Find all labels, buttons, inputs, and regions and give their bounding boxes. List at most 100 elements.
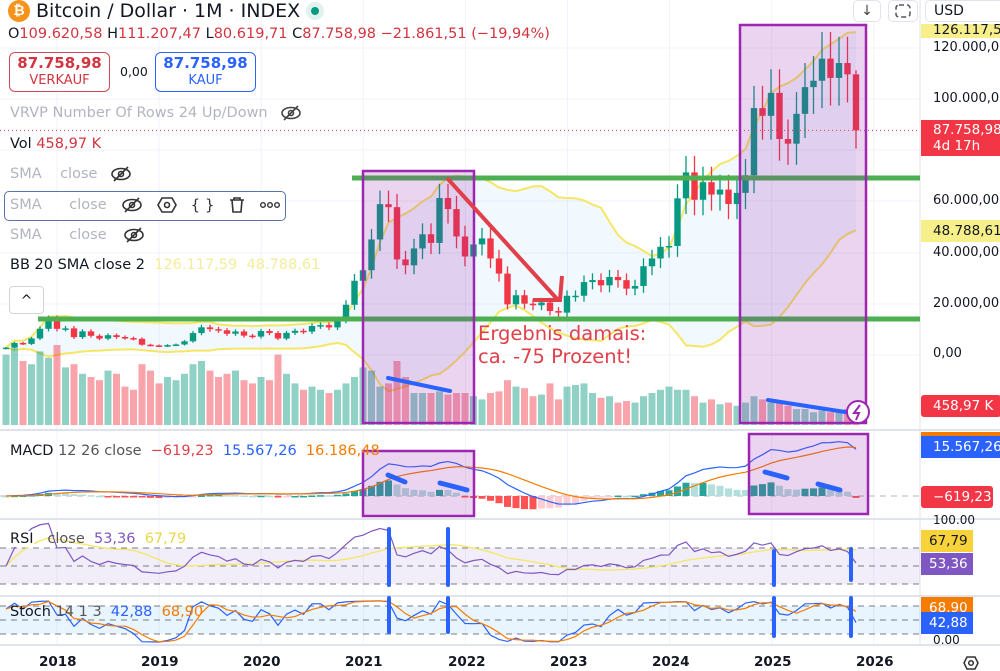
macd-box-2021[interactable]	[361, 449, 476, 518]
hidden-eye-icon[interactable]	[110, 166, 132, 182]
macd-histogram-bar	[453, 492, 460, 496]
candle-body	[487, 238, 494, 259]
candle-body	[189, 333, 197, 342]
volume-bar	[580, 383, 588, 425]
macd-histogram-bar	[189, 496, 197, 498]
last-price-tag: 87.758,98 4d 17h	[921, 120, 1000, 156]
macd-divergence-4[interactable]	[815, 481, 843, 493]
volume-bar	[444, 394, 452, 425]
volume-bar	[249, 383, 256, 425]
candle-body	[614, 276, 622, 281]
macd-divergence-1[interactable]	[385, 472, 408, 485]
stoch-k-tag: 42,88	[921, 612, 973, 634]
volume-divergence-2021[interactable]	[386, 376, 452, 393]
sma-legend-3[interactable]: SMA close	[10, 227, 145, 243]
candle-body	[750, 108, 758, 176]
volume-bar	[325, 393, 333, 425]
macd-histogram-bar	[691, 483, 698, 496]
macd-legend[interactable]: MACD 12 26 close −619,23 15.567,26 16.18…	[10, 443, 380, 459]
volume-bar	[546, 383, 554, 425]
macd-line-tag: 15.567,26	[921, 436, 1000, 458]
stoch-bottom-tick: 0,00	[933, 634, 960, 644]
price-tick: 100.000,00	[933, 91, 1000, 106]
candle-body	[529, 303, 537, 306]
macd-divergence-2[interactable]	[437, 480, 470, 493]
hidden-eye-icon[interactable]	[280, 105, 302, 121]
scroll-down-button[interactable]: ↓	[853, 0, 881, 22]
volume-bar	[28, 364, 35, 425]
symbol-header[interactable]: ₿ Bitcoin / Dollar · 1M · INDEX	[8, 0, 325, 22]
volume-legend[interactable]: Vol 458,97 K	[10, 136, 102, 152]
candle-body	[521, 295, 528, 304]
candle-body	[810, 80, 817, 88]
macd-histogram-bar	[427, 491, 435, 496]
alert-icon[interactable]	[846, 400, 870, 424]
delete-icon[interactable]	[229, 196, 245, 214]
macd-histogram-bar	[130, 496, 137, 498]
volume-divergence-2025[interactable]	[766, 398, 847, 414]
sell-button[interactable]: 87.758,98 VERKAUF	[9, 52, 110, 92]
volume-bar	[291, 383, 299, 425]
macd-histogram-bar	[631, 495, 639, 498]
macd-pane	[0, 441, 920, 510]
candle-body	[283, 332, 290, 339]
volume-bar	[742, 402, 749, 425]
volume-bar	[606, 396, 613, 425]
candle-body	[699, 182, 707, 200]
volume-bar	[784, 405, 792, 425]
volume-bar	[181, 373, 188, 425]
volume-bar	[283, 373, 290, 425]
buy-button[interactable]: 87.758,98 KAUF	[155, 52, 256, 92]
hidden-eye-icon[interactable]	[123, 227, 145, 243]
volume-bar	[62, 367, 69, 425]
sma-legend-1[interactable]: SMA close	[10, 166, 132, 182]
decline-arrow-head[interactable]	[533, 275, 564, 302]
candle-body	[147, 344, 154, 347]
volume-bar	[257, 377, 265, 425]
volume-bar	[121, 386, 129, 425]
volume-bar	[410, 393, 418, 425]
price-change: −21.861,51 (−19,94%)	[380, 26, 550, 42]
sma-legend-2-selected[interactable]	[4, 191, 286, 221]
source-code-icon[interactable]: { }	[190, 196, 215, 214]
macd-histogram-bar	[62, 493, 69, 496]
highlight-box-2025[interactable]	[738, 23, 868, 425]
volume-bar	[172, 380, 180, 425]
hidden-eye-icon[interactable]	[121, 197, 143, 213]
candle-body	[682, 172, 690, 199]
drawings[interactable]	[38, 23, 920, 638]
macd-histogram-bar	[512, 496, 520, 509]
candle-body	[155, 345, 163, 347]
candle-body	[79, 331, 86, 338]
volume-bar	[351, 377, 358, 425]
arrow-down-icon: ↓	[861, 3, 873, 19]
chart-settings-icon[interactable]	[962, 654, 980, 670]
macd-histogram-bar	[198, 495, 205, 497]
volume-bar	[487, 393, 494, 425]
stoch-legend[interactable]: Stoch 14 1 3 42,88 68,90	[10, 604, 204, 620]
volume-bar	[240, 380, 248, 425]
candle-body	[28, 338, 35, 344]
volume-bar	[538, 394, 545, 425]
year-label: 2022	[448, 654, 486, 670]
fullscreen-button[interactable]	[888, 0, 918, 22]
macd-histogram-bar	[657, 491, 664, 496]
highlight-box-2021[interactable]	[361, 169, 476, 425]
more-icon[interactable]	[259, 201, 281, 209]
currency-selector[interactable]: USD	[925, 0, 1000, 22]
vrvp-legend[interactable]: VRVP Number Of Rows 24 Up/Down	[10, 105, 302, 121]
rsi-legend[interactable]: RSI close 53,36 67,79	[10, 531, 187, 547]
candle-body	[512, 295, 520, 305]
settings-icon[interactable]	[156, 196, 177, 214]
macd-histogram-bar	[478, 496, 486, 499]
bb-legend[interactable]: BB 20 SMA close 2 126.117,59 48.788,61	[10, 257, 321, 273]
macd-divergence-3[interactable]	[762, 469, 790, 481]
candle-body	[385, 204, 392, 208]
collapse-legend-button[interactable]: ^	[9, 286, 44, 314]
sma-legend-2[interactable]: SMA close { }	[10, 196, 281, 214]
decline-arrow[interactable]	[445, 176, 560, 302]
annotation-text[interactable]: Ergebnis damais: ca. -75 Prozent!	[478, 322, 647, 368]
volume-bar	[189, 364, 197, 425]
year-label: 2025	[754, 654, 792, 670]
